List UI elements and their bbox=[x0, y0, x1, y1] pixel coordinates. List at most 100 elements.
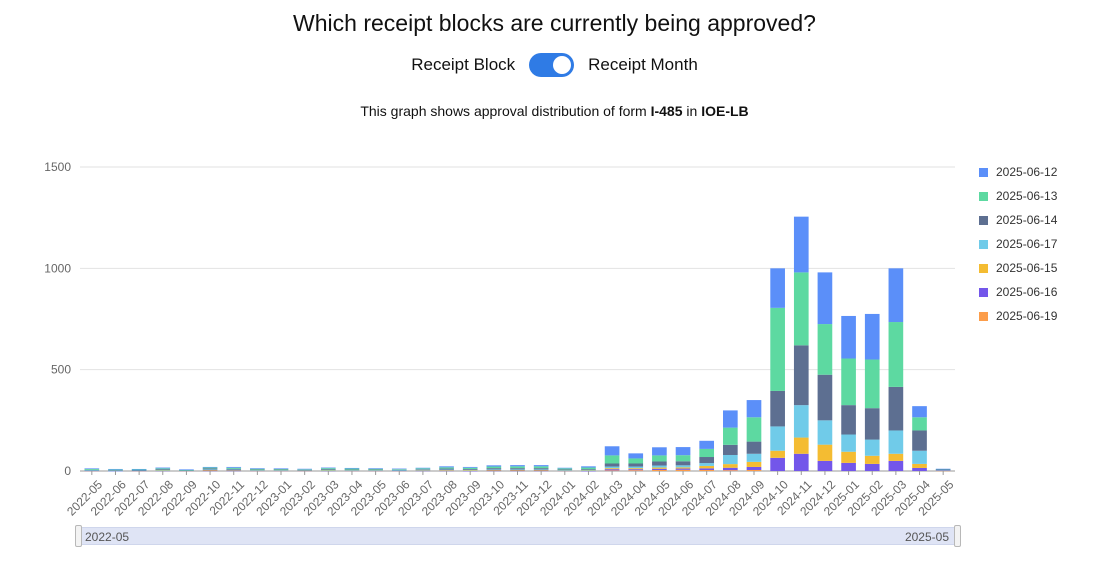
bar-segment bbox=[533, 469, 549, 471]
bar-segment bbox=[675, 468, 691, 470]
bar-segment bbox=[202, 469, 218, 471]
bar-segment bbox=[533, 466, 549, 469]
bar-segment bbox=[439, 469, 454, 471]
bar-segment bbox=[604, 446, 620, 456]
bar-segment bbox=[699, 457, 715, 464]
bar-segment bbox=[510, 466, 525, 469]
bar-segment bbox=[652, 455, 667, 462]
bar-segment bbox=[793, 437, 809, 454]
bar-segment bbox=[533, 470, 549, 472]
bar-segment bbox=[226, 470, 242, 472]
bar-segment bbox=[439, 466, 454, 468]
bar-segment bbox=[675, 461, 691, 466]
bar-segment bbox=[155, 469, 171, 470]
bar-segment bbox=[391, 469, 407, 471]
bar-segment bbox=[912, 450, 927, 464]
bar-segment bbox=[581, 469, 596, 470]
legend-item[interactable]: 2025-06-14 bbox=[979, 208, 1057, 232]
bar-segment bbox=[108, 470, 123, 471]
legend-item[interactable]: 2025-06-13 bbox=[979, 184, 1057, 208]
bar-segment bbox=[723, 410, 738, 428]
y-tick-label: 500 bbox=[51, 363, 71, 377]
bar-segment bbox=[344, 470, 360, 471]
bar-segment bbox=[793, 345, 809, 406]
legend-label: 2025-06-14 bbox=[996, 213, 1058, 227]
legend-swatch bbox=[979, 215, 988, 225]
bar-segment bbox=[935, 470, 951, 471]
bar-segment bbox=[888, 322, 904, 387]
bar-segment bbox=[84, 470, 100, 471]
bar-segment bbox=[864, 313, 880, 360]
y-tick-label: 1500 bbox=[44, 160, 71, 174]
bar-segment bbox=[652, 469, 667, 471]
bar-segment bbox=[226, 468, 242, 470]
bar-segment bbox=[746, 417, 762, 442]
bar-segment bbox=[864, 408, 880, 440]
bar-segment bbox=[557, 470, 573, 471]
bar-segment bbox=[131, 469, 147, 470]
bar-segment bbox=[770, 426, 785, 451]
legend-item[interactable]: 2025-06-12 bbox=[979, 160, 1057, 184]
bar-segment bbox=[817, 272, 833, 325]
bar-segment bbox=[770, 390, 785, 427]
bar-segment bbox=[415, 470, 431, 472]
bar-segment bbox=[864, 359, 880, 409]
bar-segment bbox=[723, 454, 738, 465]
bar-segment bbox=[628, 453, 644, 459]
bar-segment bbox=[841, 462, 856, 471]
bar-segment bbox=[723, 470, 738, 471]
bar-segment bbox=[557, 468, 573, 470]
slider-end-handle[interactable] bbox=[954, 525, 961, 547]
bar-segment bbox=[935, 469, 951, 471]
bar-segment bbox=[297, 469, 312, 471]
bar-segment bbox=[320, 470, 336, 471]
legend-item[interactable]: 2025-06-15 bbox=[979, 256, 1057, 280]
bar-segment bbox=[746, 441, 762, 454]
view-toggle-switch[interactable] bbox=[529, 53, 575, 77]
bar-segment bbox=[581, 470, 596, 471]
bar-segment bbox=[155, 469, 171, 471]
legend-item[interactable]: 2025-06-19 bbox=[979, 304, 1057, 328]
slider-start-handle[interactable] bbox=[75, 525, 82, 547]
bar-segment bbox=[557, 467, 573, 469]
bar-segment bbox=[439, 467, 454, 469]
legend-item[interactable]: 2025-06-16 bbox=[979, 280, 1057, 304]
bar-segment bbox=[320, 468, 336, 470]
chart-title: Which receipt blocks are currently being… bbox=[293, 10, 816, 36]
legend-label: 2025-06-12 bbox=[996, 165, 1058, 179]
bar-segment bbox=[415, 468, 431, 470]
date-range-slider[interactable]: 2022-05 2025-05 bbox=[75, 525, 961, 547]
bar-segment bbox=[462, 466, 478, 468]
bar-segment bbox=[344, 469, 360, 471]
bar-segment bbox=[746, 461, 762, 467]
bar-segment bbox=[462, 467, 478, 469]
form-name: I-485 bbox=[650, 103, 683, 119]
bar-segment bbox=[746, 453, 762, 462]
bar-segment bbox=[108, 470, 123, 472]
bar-segment bbox=[723, 464, 738, 468]
legend-swatch bbox=[979, 167, 988, 177]
bar-segment bbox=[368, 469, 383, 471]
legend-label: 2025-06-15 bbox=[996, 261, 1058, 275]
bar-segment bbox=[108, 469, 123, 471]
bar-segment bbox=[793, 272, 809, 346]
receipt-month-label[interactable]: Receipt Month bbox=[588, 55, 698, 74]
bar-segment bbox=[912, 463, 927, 468]
bar-segment bbox=[699, 448, 715, 458]
legend-item[interactable]: 2025-06-17 bbox=[979, 232, 1057, 256]
legend-label: 2025-06-16 bbox=[996, 285, 1058, 299]
bar-segment bbox=[155, 470, 171, 471]
bar-segment bbox=[202, 466, 218, 468]
view-toggle-row: Receipt Block Receipt Month bbox=[0, 53, 1109, 77]
bar-segment bbox=[84, 469, 100, 471]
bar-segment bbox=[533, 465, 549, 467]
bar-segment bbox=[912, 417, 927, 431]
bar-segment bbox=[770, 307, 785, 391]
bar-segment bbox=[746, 469, 762, 471]
bar-segment bbox=[273, 470, 289, 472]
receipt-block-label[interactable]: Receipt Block bbox=[411, 55, 516, 74]
bar-segment bbox=[935, 468, 951, 470]
bar-segment bbox=[817, 444, 833, 461]
bar-segment bbox=[486, 469, 502, 470]
bar-segment bbox=[108, 468, 123, 470]
